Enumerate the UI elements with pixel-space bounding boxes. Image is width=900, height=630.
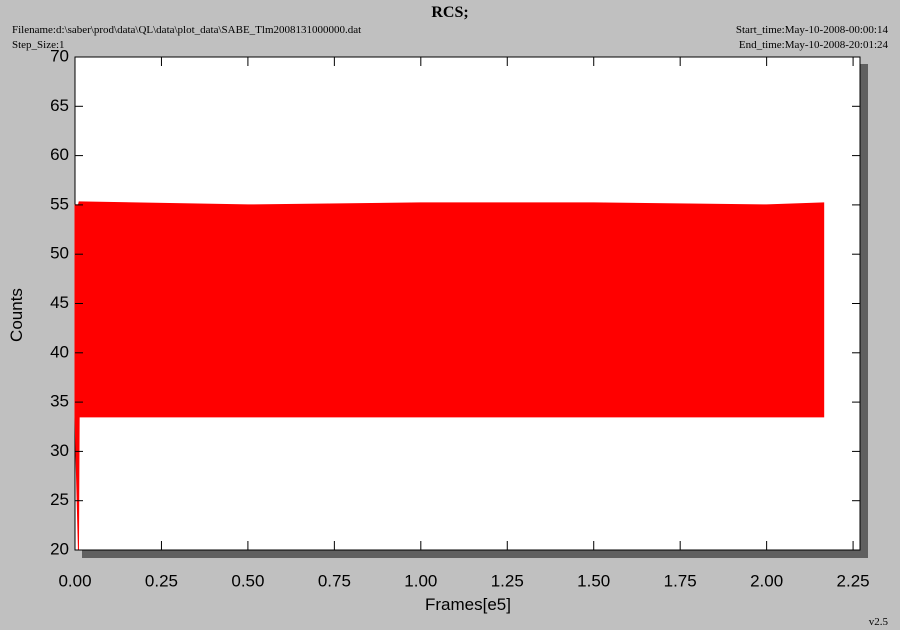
y-tick-label: 45 — [50, 293, 69, 312]
y-tick-label: 65 — [50, 96, 69, 115]
x-tick-label: 1.25 — [491, 571, 524, 590]
filename: Filename:d:\saber\prod\data\QL\data\plot… — [12, 24, 361, 36]
y-tick-label: 60 — [50, 145, 69, 164]
range-band — [74, 201, 825, 551]
x-tick-label: 1.50 — [577, 571, 610, 590]
x-axis-label: Frames[e5] — [425, 595, 511, 614]
y-tick-label: 25 — [50, 490, 69, 509]
y-tick-label: 20 — [50, 539, 69, 558]
x-tick-label: 0.50 — [231, 571, 264, 590]
title: RCS; — [431, 4, 468, 21]
x-tick-label: 0.25 — [145, 571, 178, 590]
y-tick-label: 50 — [50, 244, 69, 263]
y-tick-label: 30 — [50, 441, 69, 460]
end-time: End_time:May-10-2008-20:01:24 — [739, 39, 889, 51]
x-tick-label: 0.75 — [318, 571, 351, 590]
y-tick-label: 70 — [50, 46, 69, 65]
x-tick-label: 2.25 — [837, 571, 870, 590]
x-tick-label: 2.00 — [750, 571, 783, 590]
y-tick-label: 35 — [50, 392, 69, 411]
x-tick-label: 1.00 — [404, 571, 437, 590]
y-tick-label: 55 — [50, 194, 69, 213]
start-time: Start_time:May-10-2008-00:00:14 — [736, 24, 889, 36]
y-axis-label: Counts — [7, 288, 26, 342]
version: v2.5 — [869, 616, 889, 628]
step-size: Step_Size:1 — [12, 39, 65, 51]
y-tick-label: 40 — [50, 342, 69, 361]
x-tick-label: 0.00 — [58, 571, 91, 590]
x-tick-label: 1.75 — [664, 571, 697, 590]
